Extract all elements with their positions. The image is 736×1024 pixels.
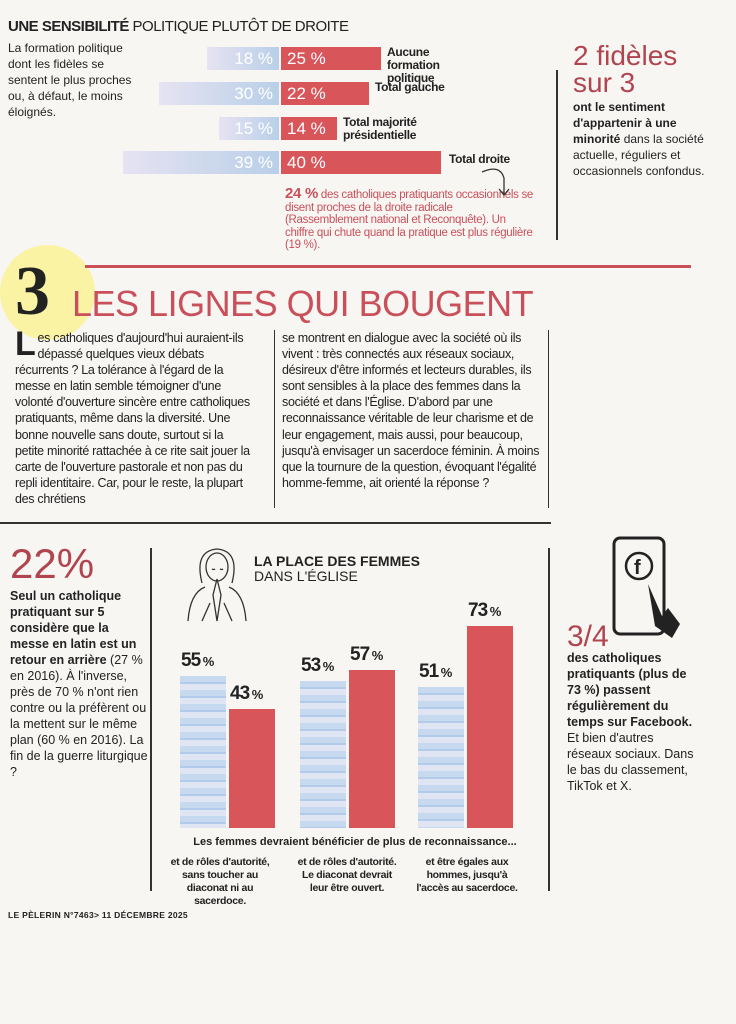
data-label: 55 % — [181, 649, 214, 671]
curved-arrow-icon — [481, 168, 510, 197]
bar-red: 14 % — [281, 117, 337, 140]
footer: LE PÈLERIN N°7463> 11 DÉCEMBRE 2025 — [8, 910, 188, 920]
divider — [556, 70, 558, 240]
divider — [150, 548, 152, 891]
bar-blue: 15 % — [219, 117, 279, 140]
bar-red — [229, 708, 275, 828]
article-column-2: se montrent en dialogue avec la société … — [282, 331, 540, 490]
svg-text:f: f — [634, 557, 641, 579]
bar-label: Total majorité présidentielle — [343, 115, 417, 142]
facebook-phone-icon: f — [612, 536, 680, 638]
latin-stat: 22% — [10, 540, 95, 587]
data-label: 53 % — [301, 655, 334, 677]
bar-blue — [300, 681, 346, 828]
chart-title: LA PLACE DES FEMMES DANS L'ÉGLISE — [254, 553, 420, 584]
latin-text: Seul un catholique pratiquant sur 5 cons… — [10, 589, 148, 779]
data-label: 51 % — [419, 660, 452, 682]
bar-red: 22 % — [281, 82, 369, 105]
bar-blue: 30 % — [159, 82, 279, 105]
bar-blue — [180, 675, 226, 828]
chart-caption: Les femmes devraient bénéficier de plus … — [193, 836, 517, 848]
section-title: LES LIGNES QUI BOUGENT — [72, 283, 534, 324]
divider — [274, 330, 275, 508]
facebook-text: des catholiques pratiquants (plus de 73 … — [567, 651, 694, 793]
bar-blue: 18 % — [207, 47, 279, 70]
section-rule — [85, 265, 691, 268]
bar-red — [349, 670, 395, 828]
bar-label: Total gauche — [375, 80, 445, 94]
section-number: 3 — [15, 253, 50, 330]
bar-blue — [418, 686, 464, 828]
category-label: et de rôles d'autorité. Le diaconat devr… — [297, 856, 397, 894]
radical-right-note: 24 % des catholiques pratiquants occasio… — [285, 185, 534, 251]
bar-blue: 39 % — [123, 151, 279, 174]
yellow-circle-decoration — [0, 245, 95, 340]
divider — [0, 522, 551, 524]
bar-label: Aucune formation politique — [387, 45, 440, 85]
politique-intro: La formation politique dont les fidèles … — [8, 41, 132, 119]
bar-red — [467, 625, 513, 828]
bar-red: 25 % — [281, 47, 381, 70]
fideles-callout: 2 fidèles sur 3 ont le sentiment d'appart… — [573, 40, 705, 179]
facebook-stat: 3/4 — [567, 620, 609, 653]
data-label: 57 % — [350, 644, 383, 666]
bar-label: Total droite — [449, 152, 510, 166]
category-label: et être égales aux hommes, jusqu'à l'acc… — [416, 856, 518, 894]
category-label: et de rôles d'autorité, sans toucher au … — [170, 856, 270, 907]
divider — [548, 548, 550, 891]
bar-red: 40 % — [281, 151, 441, 174]
section-heading-politique: UNE SENSIBILITÉ POLITIQUE PLUTÔT DE DROI… — [8, 18, 349, 35]
data-label: 73 % — [468, 599, 501, 621]
data-label: 43 % — [230, 682, 263, 704]
divider — [548, 330, 549, 508]
praying-woman-icon — [187, 548, 247, 622]
